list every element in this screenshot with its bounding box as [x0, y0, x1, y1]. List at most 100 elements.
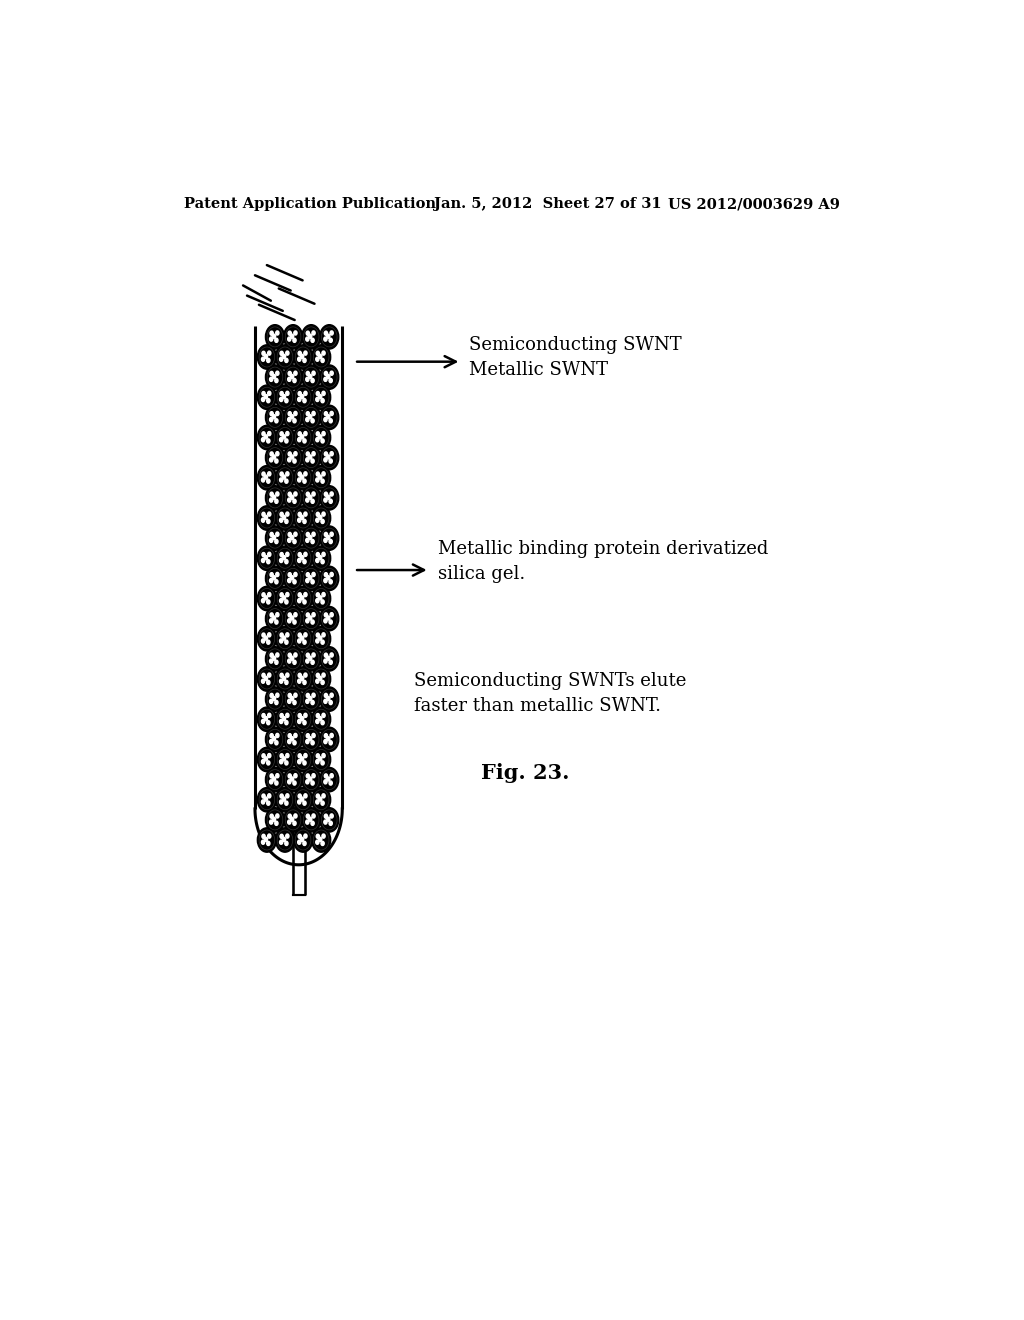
Circle shape: [329, 499, 333, 503]
Circle shape: [270, 653, 273, 657]
Circle shape: [283, 717, 286, 721]
Circle shape: [288, 498, 291, 502]
Circle shape: [257, 667, 276, 692]
Circle shape: [303, 721, 306, 725]
Circle shape: [288, 337, 291, 341]
Circle shape: [316, 795, 319, 799]
Circle shape: [304, 351, 307, 355]
Circle shape: [264, 556, 267, 560]
Circle shape: [286, 432, 289, 436]
Circle shape: [294, 492, 297, 496]
Circle shape: [280, 678, 283, 684]
Circle shape: [321, 680, 325, 685]
Circle shape: [294, 466, 312, 490]
Circle shape: [312, 814, 315, 818]
Circle shape: [261, 639, 264, 643]
Circle shape: [266, 760, 270, 766]
Circle shape: [298, 438, 301, 442]
Circle shape: [288, 700, 291, 704]
Circle shape: [316, 553, 319, 557]
Circle shape: [325, 371, 328, 376]
Circle shape: [267, 432, 271, 436]
Circle shape: [293, 499, 296, 503]
Circle shape: [280, 438, 283, 442]
Circle shape: [288, 458, 291, 462]
Circle shape: [311, 459, 314, 463]
Circle shape: [311, 620, 314, 624]
Circle shape: [275, 506, 295, 531]
Circle shape: [316, 714, 319, 718]
Circle shape: [322, 834, 326, 838]
Circle shape: [267, 793, 271, 797]
Circle shape: [269, 417, 272, 421]
Circle shape: [283, 434, 286, 440]
Circle shape: [288, 814, 292, 818]
Circle shape: [324, 820, 327, 824]
Circle shape: [286, 713, 289, 718]
Circle shape: [275, 734, 279, 738]
Circle shape: [267, 673, 271, 677]
Circle shape: [286, 512, 289, 516]
Circle shape: [308, 616, 312, 620]
Circle shape: [330, 451, 333, 455]
Circle shape: [274, 418, 279, 422]
Circle shape: [322, 673, 326, 677]
Circle shape: [315, 840, 318, 845]
Circle shape: [291, 737, 294, 741]
Circle shape: [330, 331, 333, 335]
Circle shape: [262, 673, 265, 677]
Circle shape: [293, 741, 296, 744]
Circle shape: [284, 566, 303, 590]
Circle shape: [294, 371, 297, 375]
Circle shape: [329, 821, 333, 825]
Text: Jan. 5, 2012  Sheet 27 of 31: Jan. 5, 2012 Sheet 27 of 31: [433, 197, 662, 211]
Circle shape: [283, 354, 286, 359]
Circle shape: [312, 573, 315, 577]
Circle shape: [308, 375, 312, 379]
Circle shape: [300, 676, 304, 681]
Circle shape: [298, 639, 301, 643]
Circle shape: [321, 560, 325, 564]
Circle shape: [261, 397, 264, 401]
Circle shape: [306, 659, 309, 663]
Circle shape: [280, 800, 283, 804]
Circle shape: [270, 573, 273, 577]
Circle shape: [294, 412, 297, 416]
Circle shape: [269, 498, 272, 502]
Circle shape: [262, 473, 265, 477]
Circle shape: [270, 693, 273, 697]
Circle shape: [318, 797, 322, 801]
Circle shape: [306, 612, 309, 616]
Circle shape: [311, 788, 331, 812]
Circle shape: [265, 566, 285, 590]
Circle shape: [270, 734, 273, 738]
Circle shape: [330, 573, 333, 577]
Circle shape: [294, 586, 312, 611]
Circle shape: [318, 556, 322, 560]
Circle shape: [329, 459, 333, 463]
Circle shape: [298, 351, 301, 355]
Circle shape: [291, 656, 294, 660]
Circle shape: [265, 727, 285, 751]
Circle shape: [306, 539, 309, 543]
Circle shape: [293, 620, 296, 624]
Circle shape: [312, 331, 315, 335]
Circle shape: [330, 734, 333, 738]
Circle shape: [315, 800, 318, 804]
Circle shape: [266, 560, 270, 564]
Circle shape: [265, 405, 285, 429]
Circle shape: [266, 438, 270, 444]
Circle shape: [288, 331, 292, 335]
Circle shape: [303, 841, 306, 846]
Circle shape: [298, 673, 301, 677]
Circle shape: [272, 414, 275, 418]
Circle shape: [291, 576, 294, 579]
Circle shape: [311, 466, 331, 490]
Circle shape: [294, 828, 312, 853]
Circle shape: [316, 754, 319, 758]
Circle shape: [330, 693, 333, 697]
Circle shape: [329, 540, 333, 544]
Circle shape: [267, 713, 271, 718]
Circle shape: [293, 338, 296, 342]
Circle shape: [324, 417, 327, 421]
